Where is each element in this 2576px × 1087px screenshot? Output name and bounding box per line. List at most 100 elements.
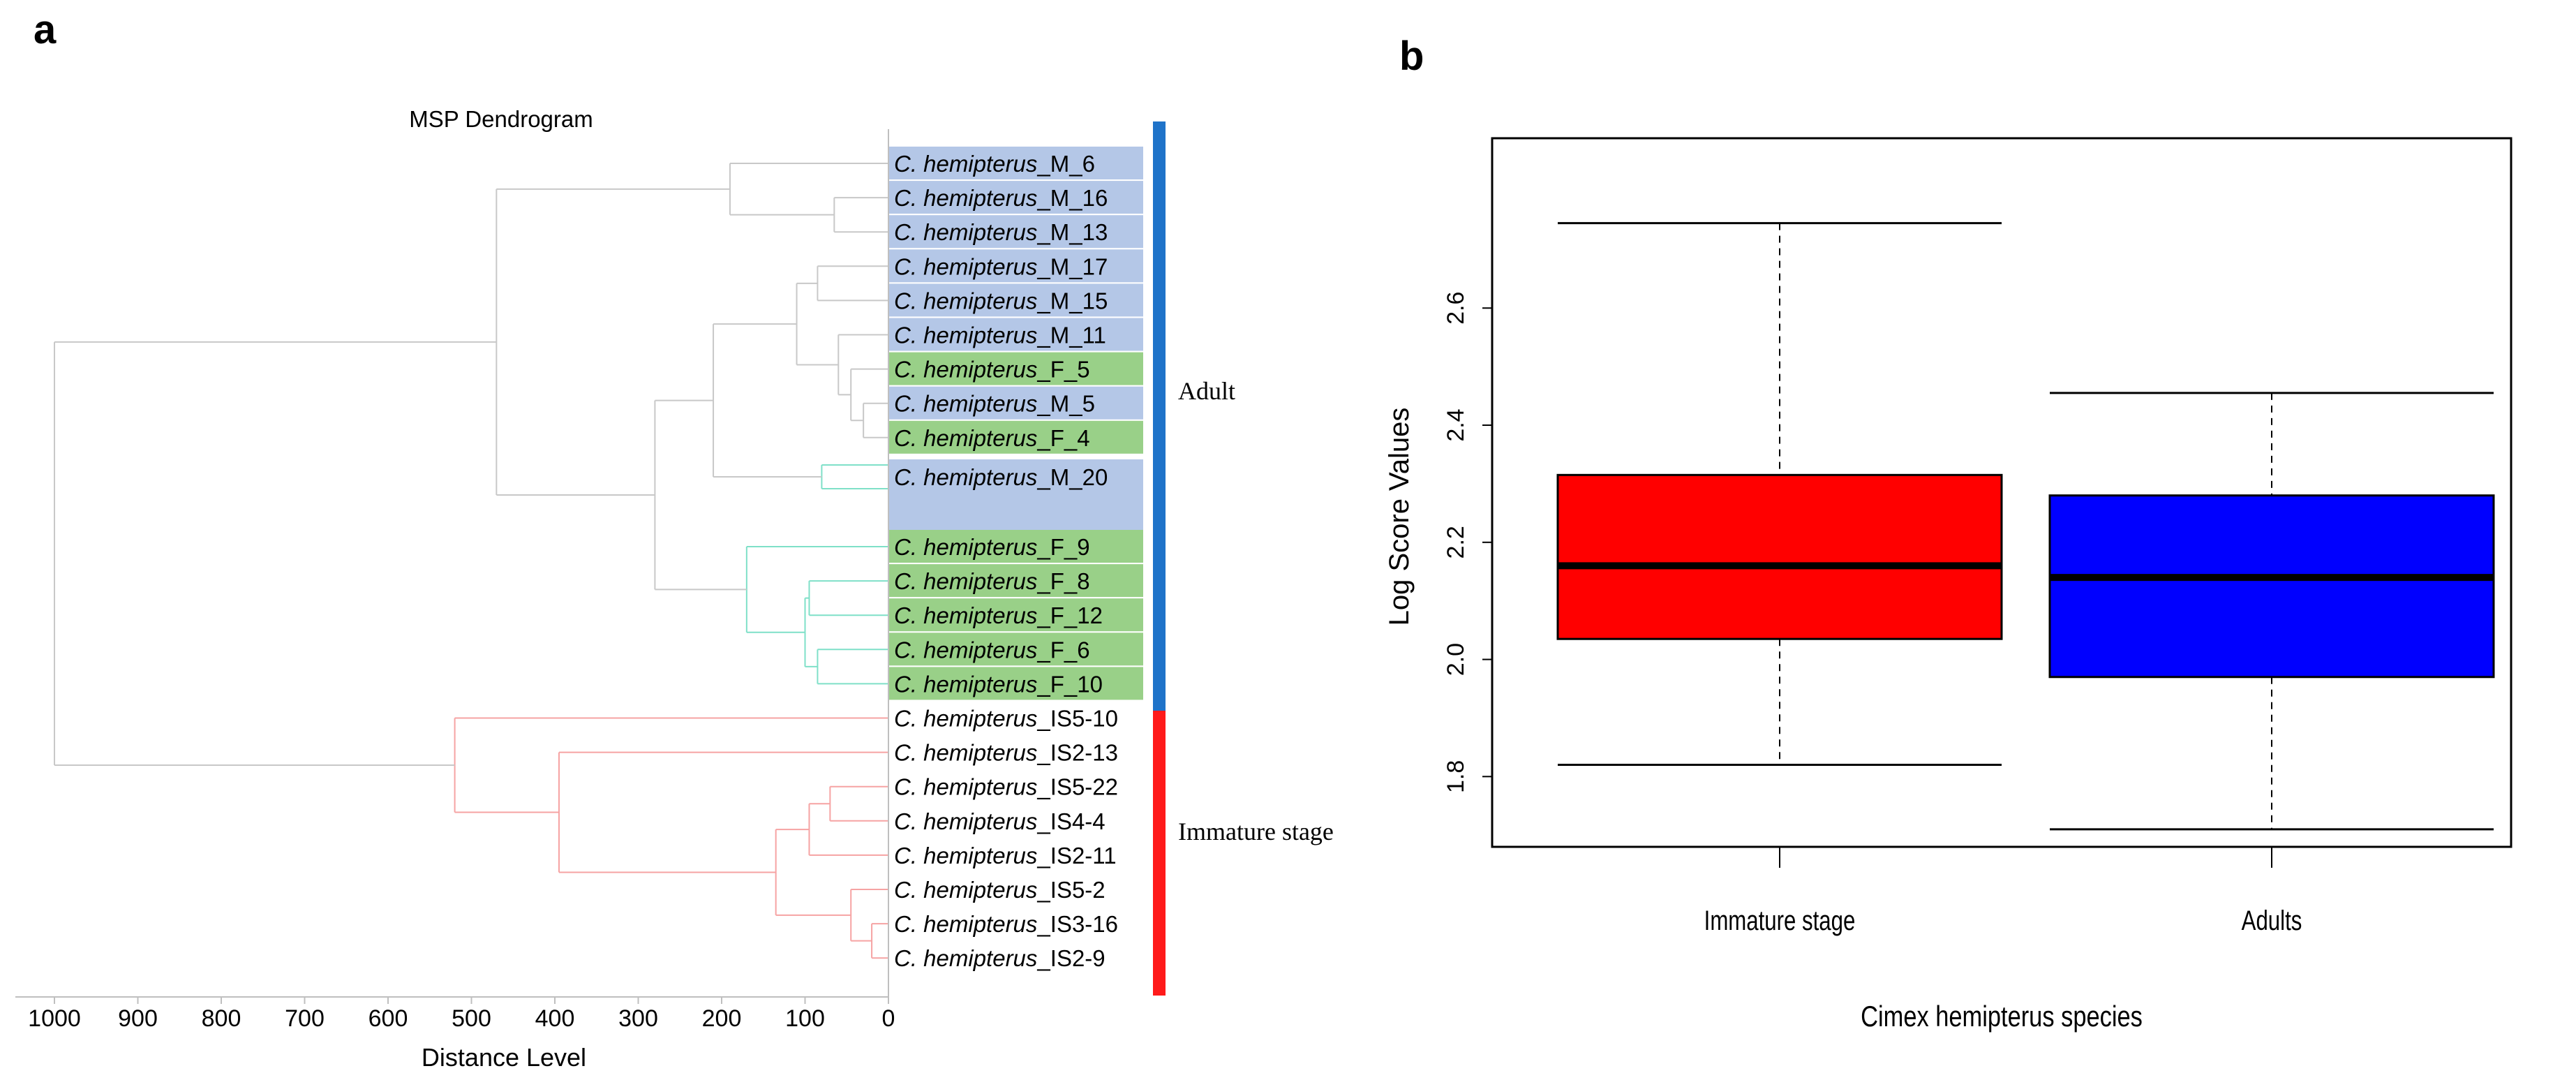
leaf-genus: C. hemipterus	[894, 671, 1037, 697]
boxplot-boxes	[1556, 222, 2495, 831]
leaf-id: _F_4	[1036, 425, 1089, 451]
leaf-label: C. hemipterus_IS5-2	[894, 877, 1105, 903]
iqr-box	[1556, 473, 2003, 640]
leaf-label: C. hemipterus_F_5	[894, 357, 1090, 383]
x-tick-label: Adults	[2242, 905, 2302, 936]
leaf-genus: C. hemipterus	[894, 391, 1037, 417]
leaf-background	[888, 633, 1143, 666]
leaf-label: C. hemipterus_M_5	[894, 391, 1095, 417]
leaf-genus: C. hemipterus	[894, 706, 1037, 732]
leaf-background	[888, 386, 1143, 420]
leaf-label: C. hemipterus_IS5-10	[894, 706, 1118, 732]
leaf-background	[888, 283, 1143, 317]
leaf-background	[888, 598, 1143, 632]
leaf-genus: C. hemipterus	[894, 357, 1037, 383]
boxplot-y-label: Log Score Values	[1384, 408, 1415, 626]
boxplot-y-axis: 1.8 2.0 2.2 2.4 2.6	[1443, 292, 1492, 793]
leaf-label: C. hemipterus_M_20	[894, 464, 1108, 490]
leaf-id: _IS5-2	[1036, 877, 1105, 903]
leaf-genus: C. hemipterus	[894, 464, 1037, 490]
panel-b: b 1.8 2.0 2.2 2.4 2.6 Immature stage Adults L…	[1384, 34, 2512, 1033]
leaf-genus: C. hemipterus	[894, 568, 1037, 594]
leaf-genus: C. hemipterus	[894, 323, 1037, 348]
leaf-label: C. hemipterus_F_4	[894, 425, 1090, 451]
leaf-background	[888, 420, 1143, 454]
leaf-id: _M_11	[1036, 323, 1105, 348]
y-tick-label: 2.6	[1443, 292, 1469, 325]
distance-tick-label: 900	[118, 1005, 158, 1032]
leaf-label: C. hemipterus_M_16	[894, 185, 1108, 211]
leaf-id: _M_15	[1036, 288, 1108, 313]
distance-tick-label: 300	[618, 1005, 658, 1032]
leaf-genus: C. hemipterus	[894, 602, 1037, 628]
leaf-label: C. hemipterus_IS5-22	[894, 774, 1118, 800]
y-tick-label: 1.8	[1443, 760, 1469, 793]
leaf-label: C. hemipterus_M_11	[894, 323, 1106, 348]
dendrogram-branches	[54, 163, 888, 959]
leaf-id: _IS4-4	[1036, 808, 1105, 834]
leaf-genus: C. hemipterus	[894, 425, 1037, 451]
leaf-label: C. hemipterus_IS2-13	[894, 740, 1118, 766]
leaf-genus: C. hemipterus	[894, 911, 1037, 937]
leaf-label: C. hemipterus_F_8	[894, 568, 1090, 594]
distance-tick-label: 500	[452, 1005, 491, 1032]
leaf-id: _IS5-22	[1036, 774, 1118, 800]
panel-b-label: b	[1399, 34, 1424, 79]
leaf-genus: C. hemipterus	[894, 774, 1037, 800]
leaf-label: C. hemipterus_M_15	[894, 288, 1108, 313]
leaf-id: _F_6	[1036, 637, 1089, 663]
leaf-id: _IS3-16	[1036, 911, 1118, 937]
leaf-id: _M_16	[1036, 185, 1108, 211]
leaf-background	[888, 459, 1143, 531]
leaf-genus: C. hemipterus	[894, 288, 1037, 313]
leaf-background	[888, 181, 1143, 214]
x-tick-label: Immature stage	[1704, 905, 1856, 936]
leaf-id: _M_5	[1036, 391, 1095, 417]
distance-tick-label: 800	[202, 1005, 241, 1032]
adult-group-bar	[1153, 121, 1166, 711]
leaf-background	[888, 147, 1143, 179]
leaf-background	[888, 667, 1143, 700]
leaf-id: _F_5	[1036, 357, 1089, 383]
iqr-box	[2048, 494, 2495, 679]
leaf-id: _F_12	[1036, 602, 1103, 628]
leaf-genus: C. hemipterus	[894, 534, 1037, 560]
leaf-label: C. hemipterus_F_10	[894, 671, 1103, 697]
leaf-id: _M_13	[1036, 219, 1108, 245]
leaf-label: C. hemipterus_M_13	[894, 219, 1108, 245]
leaf-background	[888, 215, 1143, 249]
leaf-genus: C. hemipterus	[894, 185, 1037, 211]
leaf-background	[888, 564, 1143, 598]
leaf-labels: C. hemipterus_M_6C. hemipterus_M_16C. he…	[894, 151, 1118, 971]
leaf-label: C. hemipterus_IS2-11	[894, 843, 1117, 868]
leaf-label: C. hemipterus_F_9	[894, 534, 1090, 560]
leaf-id: _IS2-9	[1036, 945, 1105, 971]
leaf-id: _IS5-10	[1036, 706, 1118, 732]
distance-axis: 1000 900 800 700 600 500 400 300 200 100 0	[15, 996, 895, 1032]
leaf-label: C. hemipterus_F_6	[894, 637, 1090, 663]
y-tick-label: 2.0	[1443, 643, 1469, 676]
leaf-background	[888, 318, 1143, 351]
leaf-background	[888, 249, 1143, 283]
leaf-id: _F_10	[1036, 671, 1103, 697]
distance-tick-label: 400	[535, 1005, 575, 1032]
y-tick-label: 2.4	[1443, 408, 1469, 441]
leaf-genus: C. hemipterus	[894, 945, 1037, 971]
leaf-label: C. hemipterus_M_6	[894, 151, 1095, 177]
leaf-id: _IS2-11	[1036, 843, 1116, 868]
leaf-label: C. hemipterus_IS3-16	[894, 911, 1118, 937]
leaf-id: _F_8	[1036, 568, 1089, 594]
boxplot-x-label: Cimex hemipterus species	[1861, 1000, 2143, 1033]
distance-tick-label: 200	[702, 1005, 742, 1032]
leaf-id: _M_20	[1036, 464, 1108, 490]
leaf-background	[888, 352, 1143, 385]
leaf-id: _F_9	[1036, 534, 1089, 560]
boxplot-frame	[1491, 137, 2512, 848]
leaf-genus: C. hemipterus	[894, 877, 1037, 903]
boxplot-x-axis: Immature stage Adults	[1704, 847, 2302, 936]
distance-tick-label: 600	[368, 1005, 408, 1032]
leaf-label: C. hemipterus_IS4-4	[894, 808, 1105, 834]
leaf-genus: C. hemipterus	[894, 151, 1037, 177]
box-immature	[1556, 222, 2003, 767]
